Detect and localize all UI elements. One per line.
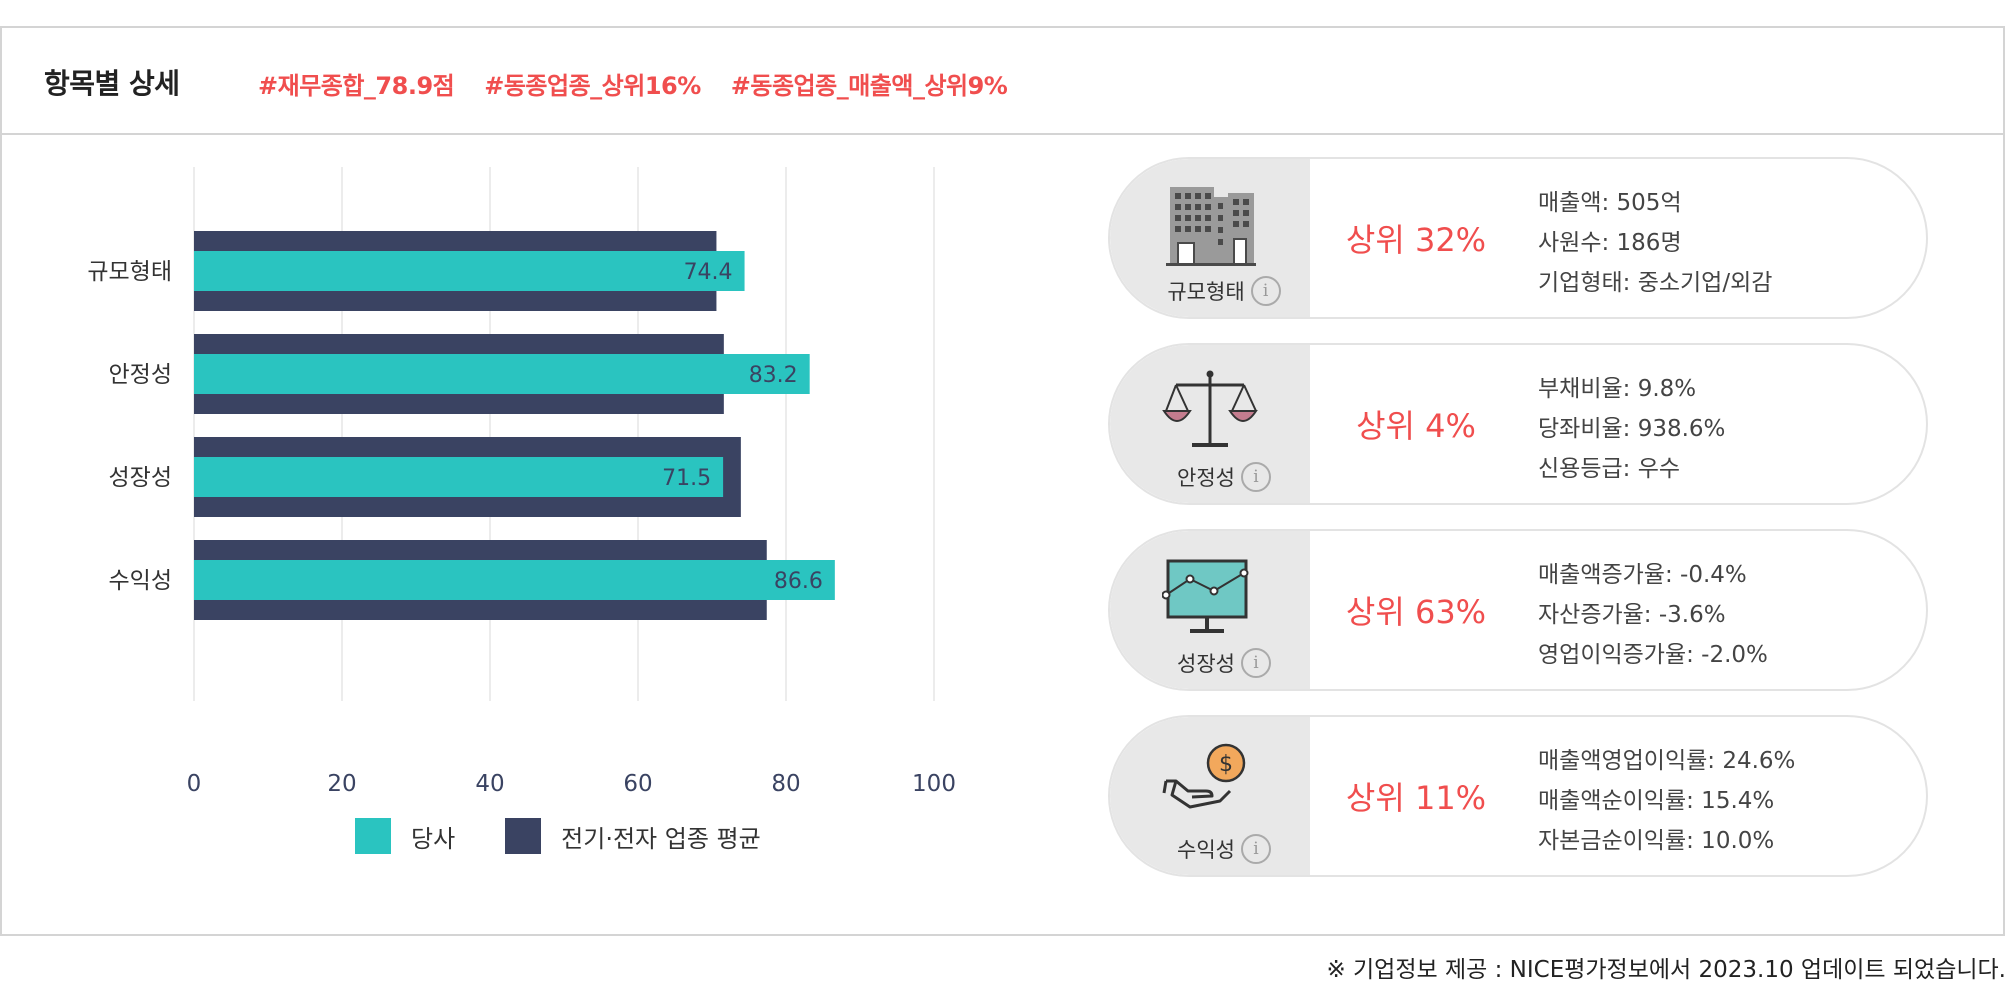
scale-icon [1162,370,1258,447]
card-name: 규모형태 [1167,280,1245,304]
detail-line: 매출액증가율: -0.4% [1538,562,1747,588]
detail-line: 매출액: 505억 [1538,190,1682,216]
legend-label-company: 당사 [411,824,456,853]
card-name-wrap: 성장성 i [1110,648,1310,678]
detail-line: 매출액순이익률: 15.4% [1538,788,1775,814]
tag-list: #재무종합_78.9점 #동종업종_상위16% #동종업종_매출액_상위9% [258,66,1008,101]
bar-company [194,354,810,394]
tag-finance-score[interactable]: #재무종합_78.9점 [258,72,455,100]
legend-swatch-company [355,818,391,854]
detail-line: 당좌비율: 938.6% [1538,416,1726,442]
info-icon[interactable]: i [1240,462,1271,492]
card-rank: 상위 11% [1345,779,1487,817]
card-rank: 상위 63% [1345,593,1487,631]
bar-company [194,560,835,600]
card-name: 수익성 [1177,838,1235,862]
detail-line: 자산증가율: -3.6% [1538,602,1726,628]
card-rank: 상위 32% [1345,221,1487,259]
category-label: 성장성 [109,465,172,491]
detail-line: 기업형태: 중소기업/외감 [1538,270,1773,296]
x-tick-label: 100 [912,771,956,797]
legend-item-industry: 전기·전자 업종 평균 [505,818,761,854]
detail-line: 부채비율: 9.8% [1538,376,1697,402]
building-icon [1166,187,1256,266]
x-tick-label: 80 [771,771,800,797]
card-rank: 상위 4% [1356,407,1476,445]
detail-line: 매출액영업이익률: 24.6% [1538,748,1796,774]
category-label: 수익성 [109,568,172,594]
bar-company [194,457,724,497]
panel-title: 항목별 상세 [44,67,180,100]
hand-coin-icon: $ [1162,743,1246,809]
bar-company [194,251,745,291]
detail-line: 사원수: 186명 [1538,230,1682,256]
detail-line: 신용등급: 우수 [1538,456,1681,482]
x-tick-label: 20 [327,771,356,797]
card-details: 매출액증가율: -0.4% 자산증가율: -3.6% 영업이익증가율: -2.0… [1538,555,1768,675]
info-icon[interactable]: i [1240,834,1271,864]
card-details: 매출액: 505억 사원수: 186명 기업형태: 중소기업/외감 [1538,183,1772,303]
card-growth: 성장성 i 상위 63% 매출액증가율: -0.4% 자산증가율: -3.6% … [1108,529,1928,691]
chart-legend: 당사 전기·전자 업종 평균 [355,818,811,854]
data-label: 86.6 [774,569,823,594]
panel-header: 항목별 상세 #재무종합_78.9점 #동종업종_상위16% #동종업종_매출액… [2,28,2003,135]
card-name-wrap: 안정성 i [1110,462,1310,492]
card-name-wrap: 수익성 i [1110,834,1310,864]
card-stability: 안정성 i 상위 4% 부채비율: 9.8% 당좌비율: 938.6% 신용등급… [1108,343,1928,505]
legend-label-industry: 전기·전자 업종 평균 [561,824,761,853]
x-tick-label: 40 [475,771,504,797]
data-label: 83.2 [749,363,798,388]
card-name: 안정성 [1177,466,1235,490]
data-label: 71.5 [662,466,711,491]
card-icon-area: 규모형태 i [1110,159,1310,317]
svg-text:$: $ [1219,752,1233,777]
category-label: 안정성 [109,362,172,388]
card-name: 성장성 [1177,652,1235,676]
card-scale: 규모형태 i 상위 32% 매출액: 505억 사원수: 186명 기업형태: … [1108,157,1928,319]
legend-swatch-industry [505,818,542,854]
bar-chart: 0 20 40 60 80 100 74.4 규모형태 83.2 안정성 71.5 성장성 86.6 수익… [87,167,956,797]
tag-industry-sales-rank[interactable]: #동종업종_매출액_상위9% [730,72,1008,100]
card-details: 매출액영업이익률: 24.6% 매출액순이익률: 15.4% 자본금순이익률: … [1538,741,1795,861]
card-icon-area: 성장성 i [1110,531,1310,689]
card-profitability: $ 수익성 i 상위 11% 매출액영업이익률: 24.6% 매출액순이익률: … [1108,715,1928,877]
x-tick-label: 60 [623,771,652,797]
card-icon-area: 안정성 i [1110,345,1310,503]
category-label: 규모형태 [87,259,172,285]
info-icon[interactable]: i [1250,276,1281,306]
legend-item-company: 당사 [355,818,455,854]
x-tick-label: 0 [187,771,202,797]
footnote: ※ 기업정보 제공 : NICE평가정보에서 2023.10 업데이트 되었습니… [1326,957,2006,983]
card-name-wrap: 규모형태 i [1110,276,1310,306]
tag-industry-rank[interactable]: #동종업종_상위16% [484,72,701,100]
card-details: 부채비율: 9.8% 당좌비율: 938.6% 신용등급: 우수 [1538,369,1725,489]
info-icon[interactable]: i [1240,648,1271,678]
detail-line: 영업이익증가율: -2.0% [1538,642,1768,668]
card-icon-area: $ 수익성 i [1110,717,1310,875]
detail-line: 자본금순이익률: 10.0% [1538,828,1775,854]
monitor-chart-icon [1162,559,1249,633]
data-label: 74.4 [684,260,733,285]
